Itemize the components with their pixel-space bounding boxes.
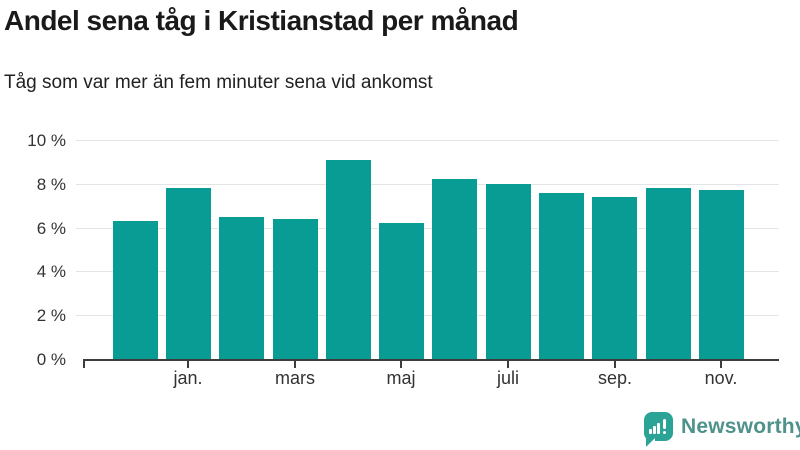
bar <box>326 160 371 359</box>
x-axis-tick <box>614 359 616 368</box>
x-axis-tick <box>294 359 296 368</box>
y-axis-tick-label: 6 % <box>36 219 66 238</box>
bar <box>592 197 637 359</box>
x-axis-tick-label: juli <box>496 368 519 388</box>
chart-subtitle: Tåg som var mer än fem minuter sena vid … <box>4 72 433 93</box>
bar <box>379 223 424 359</box>
x-axis-tick-label: sep. <box>597 368 633 388</box>
y-axis-tick-label: 0 % <box>36 350 66 369</box>
x-axis-line <box>83 359 779 361</box>
bar <box>219 217 264 359</box>
y-axis-tick-label: 2 % <box>36 306 66 325</box>
gridline <box>76 228 779 229</box>
chart-title: Andel sena tåg i Kristianstad per månad <box>4 5 519 36</box>
x-axis-tick <box>507 359 509 368</box>
newsworthy-logo: Newsworthy <box>644 412 800 447</box>
newsworthy-chart-bubble-icon <box>644 412 673 447</box>
x-axis-tick-label: maj <box>386 368 416 388</box>
gridline <box>76 184 779 185</box>
bar <box>273 219 318 359</box>
bar <box>486 184 531 359</box>
y-axis-tick-label: 8 % <box>36 175 66 194</box>
y-axis-tick-label: 4 % <box>36 262 66 281</box>
bar <box>646 188 691 359</box>
newsworthy-wordmark: Newsworthy <box>681 414 800 438</box>
bar <box>432 179 477 359</box>
gridline <box>76 140 779 141</box>
x-axis-tick-label: mars <box>275 368 315 388</box>
x-axis-tick <box>720 359 722 368</box>
x-axis-tick <box>400 359 402 368</box>
x-axis-tick <box>187 359 189 368</box>
x-axis-edge-tick <box>83 359 85 368</box>
gridline <box>76 315 779 316</box>
y-axis-tick-label: 10 % <box>27 131 66 150</box>
bar <box>539 193 584 359</box>
x-axis-tick-label: jan. <box>173 368 203 388</box>
bar <box>113 221 158 359</box>
bar <box>166 188 211 359</box>
bar <box>699 190 744 359</box>
gridline <box>76 271 779 272</box>
x-axis-tick-label: nov. <box>704 368 738 388</box>
